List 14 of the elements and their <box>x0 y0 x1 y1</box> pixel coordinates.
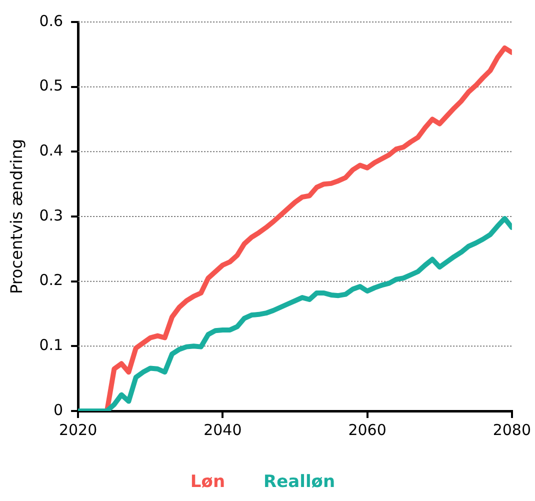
x-tick-label: 2060 <box>348 420 386 439</box>
y-tick-label: 0.5 <box>39 76 64 95</box>
y-tick-label: 0.6 <box>39 12 64 30</box>
text: Realløn <box>264 472 336 492</box>
y-tick-label: 0.2 <box>39 271 64 290</box>
x-tick-label: 2040 <box>204 420 242 439</box>
y-tick-label: 0 <box>54 400 64 419</box>
text: Løn <box>190 472 226 492</box>
x-tick-label: 2020 <box>58 420 98 439</box>
y-tick-label: 0.1 <box>39 336 64 354</box>
y-tick-label: 0.3 <box>39 206 64 224</box>
x-tick-label: 2080 <box>492 420 532 439</box>
y-axis-title: Procentvis ændring <box>6 138 26 294</box>
y-tick-label: 0.4 <box>39 142 64 160</box>
